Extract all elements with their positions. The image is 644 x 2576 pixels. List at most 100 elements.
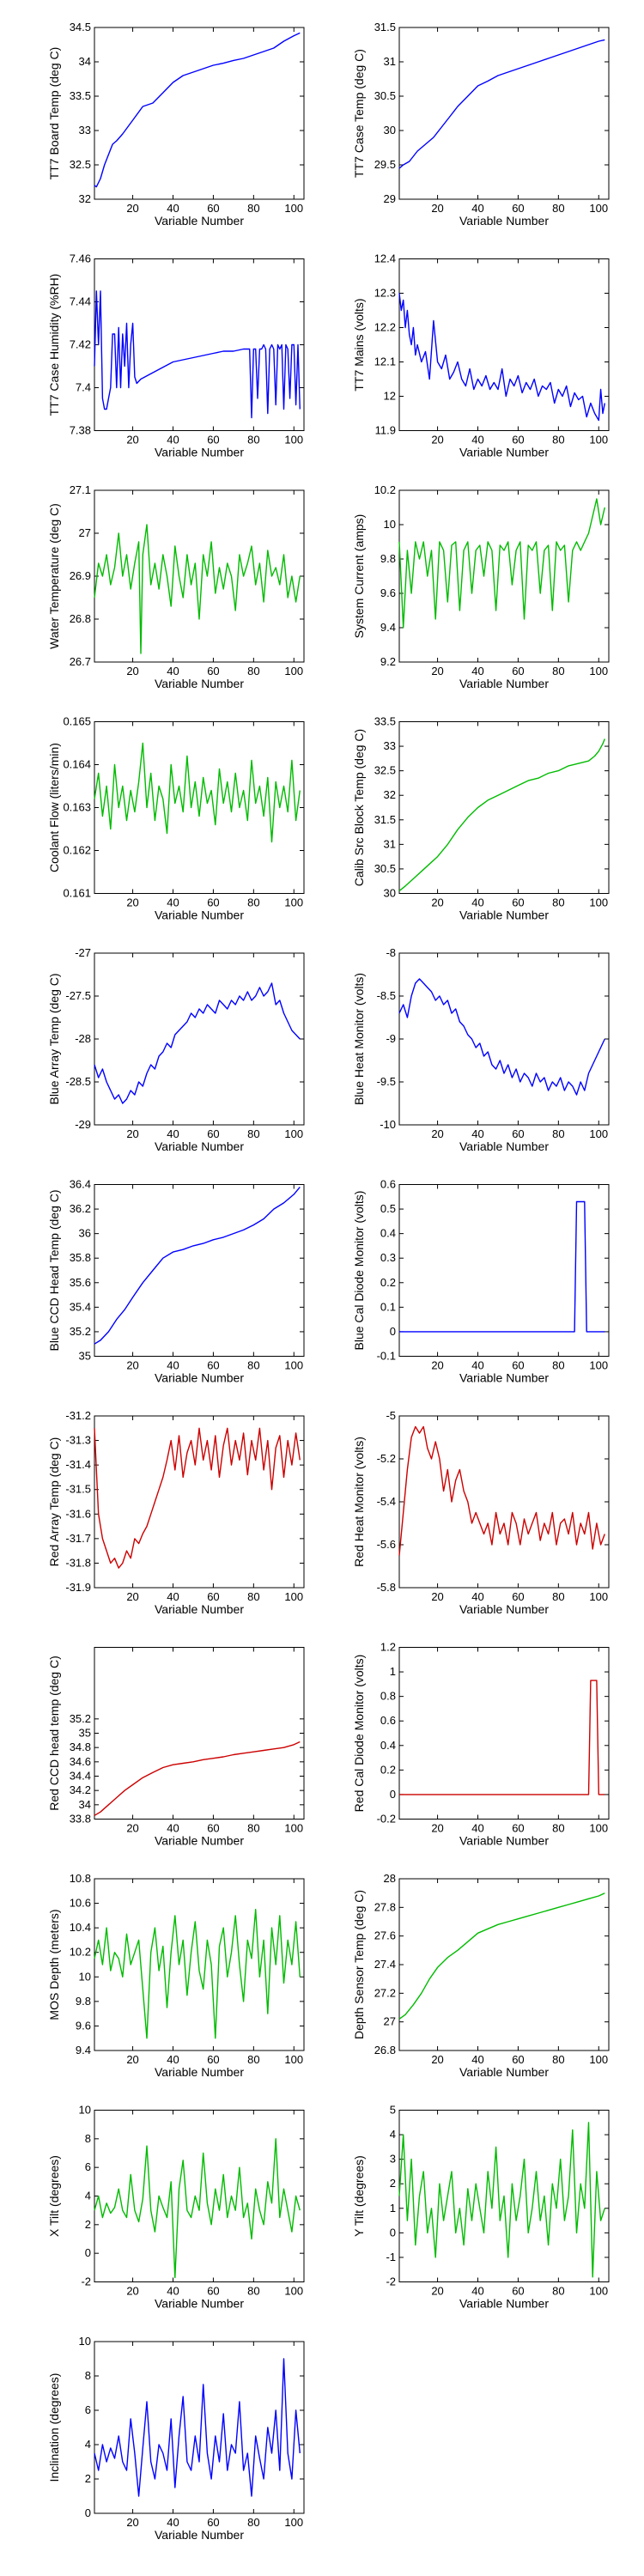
subplot-1: 32 32.5 33 33.5 34 34.5 20 40 60 80 100 Variable Nu…	[47, 21, 305, 228]
y-tick-label: 9.2	[380, 655, 396, 668]
y-tick-label: -27	[75, 946, 91, 959]
subplot-7: 0.161 0.162 0.163 0.164 0.165 20 40 60 80 100 Vari…	[47, 715, 305, 922]
y-tick-label: 9.4	[76, 2044, 91, 2057]
y-tick-label: -5.8	[377, 1581, 396, 1594]
y-tick-label: 0.1	[380, 1300, 396, 1313]
x-tick-label: 60	[512, 896, 524, 909]
y-axis-label: X Tilt (degrees)	[47, 2155, 61, 2237]
x-axis-label: Variable Number	[459, 214, 549, 228]
x-axis-label: Variable Number	[459, 446, 549, 459]
y-tick-label: 26.8	[70, 612, 91, 625]
x-axis-label: Variable Number	[459, 1834, 549, 1848]
x-tick-label: 80	[552, 202, 564, 215]
y-tick-label: -31.3	[65, 1434, 91, 1447]
x-axis-label: Variable Number	[155, 1139, 244, 1153]
y-tick-label: 8	[85, 2369, 91, 2382]
x-tick-label: 100	[589, 2053, 608, 2066]
y-tick-label: 35.2	[70, 1712, 91, 1725]
x-tick-label: 60	[207, 1822, 219, 1835]
y-axis-label: Y Tilt (degrees)	[352, 2155, 366, 2237]
y-tick-label: 9.8	[76, 1995, 91, 2008]
plot-frame	[398, 1184, 610, 1357]
y-tick-label: 6	[85, 2160, 91, 2173]
x-tick-label: 20	[431, 202, 443, 215]
y-tick-label: 34	[79, 55, 91, 68]
x-tick-label: 60	[512, 1359, 524, 1372]
x-tick-label: 60	[512, 2285, 524, 2298]
x-tick-label: 40	[167, 1590, 179, 1603]
x-tick-label: 100	[284, 1359, 303, 1372]
y-axis-label: System Current (amps)	[352, 514, 366, 639]
subplot-13: -31.9 -31.8 -31.7 -31.6 -31.5 -31.4 -31.3 -31.2…	[47, 1409, 305, 1616]
y-axis-label: Blue Array Temp (deg C)	[47, 973, 61, 1104]
plot-frame	[94, 489, 305, 663]
x-axis-label: Variable Number	[155, 2065, 244, 2079]
x-tick-label: 40	[471, 665, 483, 677]
y-tick-label: 10	[79, 2335, 91, 2348]
y-tick-label: 10	[79, 1970, 91, 1983]
y-tick-label: -31.9	[65, 1581, 91, 1594]
x-tick-label: 20	[126, 1590, 138, 1603]
x-axis-label: Variable Number	[459, 2065, 549, 2079]
x-axis-label: Variable Number	[155, 2528, 244, 2542]
x-tick-label: 40	[167, 434, 179, 447]
x-axis-label: Variable Number	[459, 1602, 549, 1616]
x-tick-label: 40	[471, 1127, 483, 1140]
subplot-3: 7.38 7.4 7.42 7.44 7.46 20 40 60 80 100 Variable N…	[47, 252, 305, 459]
y-tick-label: 27.4	[374, 1958, 396, 1971]
y-tick-label: 0	[85, 2506, 91, 2519]
x-tick-label: 60	[512, 1590, 524, 1603]
y-tick-label: 5	[390, 2104, 396, 2117]
x-tick-label: 20	[126, 202, 138, 215]
x-tick-label: 40	[167, 2053, 179, 2066]
y-tick-label: 12.2	[374, 321, 396, 334]
x-axis-label: Variable Number	[155, 1371, 244, 1385]
series-line	[398, 1425, 605, 1556]
y-tick-label: -31.8	[65, 1556, 91, 1569]
x-tick-label: 60	[207, 665, 219, 677]
y-tick-label: 0.6	[380, 1178, 396, 1191]
plot-frame	[398, 1878, 610, 2051]
y-tick-label: 9.4	[380, 621, 396, 634]
plot-frame	[94, 2341, 305, 2514]
y-tick-label: -28.5	[65, 1075, 91, 1088]
y-tick-label: 10.4	[70, 1921, 91, 1934]
x-tick-label: 100	[284, 2285, 303, 2298]
y-tick-label: 0.162	[63, 844, 91, 857]
x-tick-label: 20	[126, 896, 138, 909]
x-tick-label: 60	[512, 434, 524, 447]
y-tick-label: 27.6	[374, 1929, 396, 1942]
series-line	[94, 1427, 301, 1569]
y-tick-label: -0.1	[377, 1350, 396, 1363]
y-tick-label: 0.161	[63, 887, 91, 900]
y-axis-label: Red Array Temp (deg C)	[47, 1437, 61, 1567]
x-tick-label: 60	[512, 1127, 524, 1140]
y-tick-label: 35.4	[70, 1300, 91, 1313]
x-tick-label: 20	[431, 896, 443, 909]
y-tick-label: 10.8	[70, 1872, 91, 1885]
x-tick-label: 40	[471, 2285, 483, 2298]
y-tick-label: 28	[384, 1872, 396, 1885]
x-axis-label: Variable Number	[155, 446, 244, 459]
y-tick-label: -31.6	[65, 1507, 91, 1520]
x-tick-label: 40	[167, 896, 179, 909]
x-tick-label: 100	[589, 2285, 608, 2298]
x-axis-label: Variable Number	[155, 214, 244, 228]
subplot-11: 35 35.2 35.4 35.6 35.8 36 36.2 36.4 20 40 60 80 100 V…	[47, 1178, 305, 1385]
subplot-4: 11.9 12 12.1 12.2 12.3 12.4 20 40 60 80 100 Variabl…	[352, 252, 610, 459]
subplot-8: 30 30.5 31 31.5 32 32.5 33 33.5 20 40 60 80 100 Varia…	[352, 715, 610, 922]
y-tick-label: 31	[384, 55, 396, 68]
x-tick-label: 20	[431, 1127, 443, 1140]
x-tick-label: 80	[552, 2285, 564, 2298]
y-tick-label: 1	[390, 1665, 396, 1678]
series-line	[398, 978, 605, 1096]
subplot-21: 0 2 4 6 8 10 20 40 60 80 100 Variable Number Inclina…	[47, 2335, 305, 2542]
y-axis-label: TT7 Mains (volts)	[352, 298, 366, 391]
x-tick-label: 80	[247, 1590, 259, 1603]
y-tick-label: 0.164	[63, 758, 91, 771]
y-tick-label: 8	[85, 2132, 91, 2145]
x-axis-label: Variable Number	[155, 1834, 244, 1848]
x-tick-label: 80	[247, 2516, 259, 2529]
y-axis-label: Blue Heat Monitor (volts)	[352, 973, 366, 1105]
y-tick-label: 6	[85, 2403, 91, 2416]
